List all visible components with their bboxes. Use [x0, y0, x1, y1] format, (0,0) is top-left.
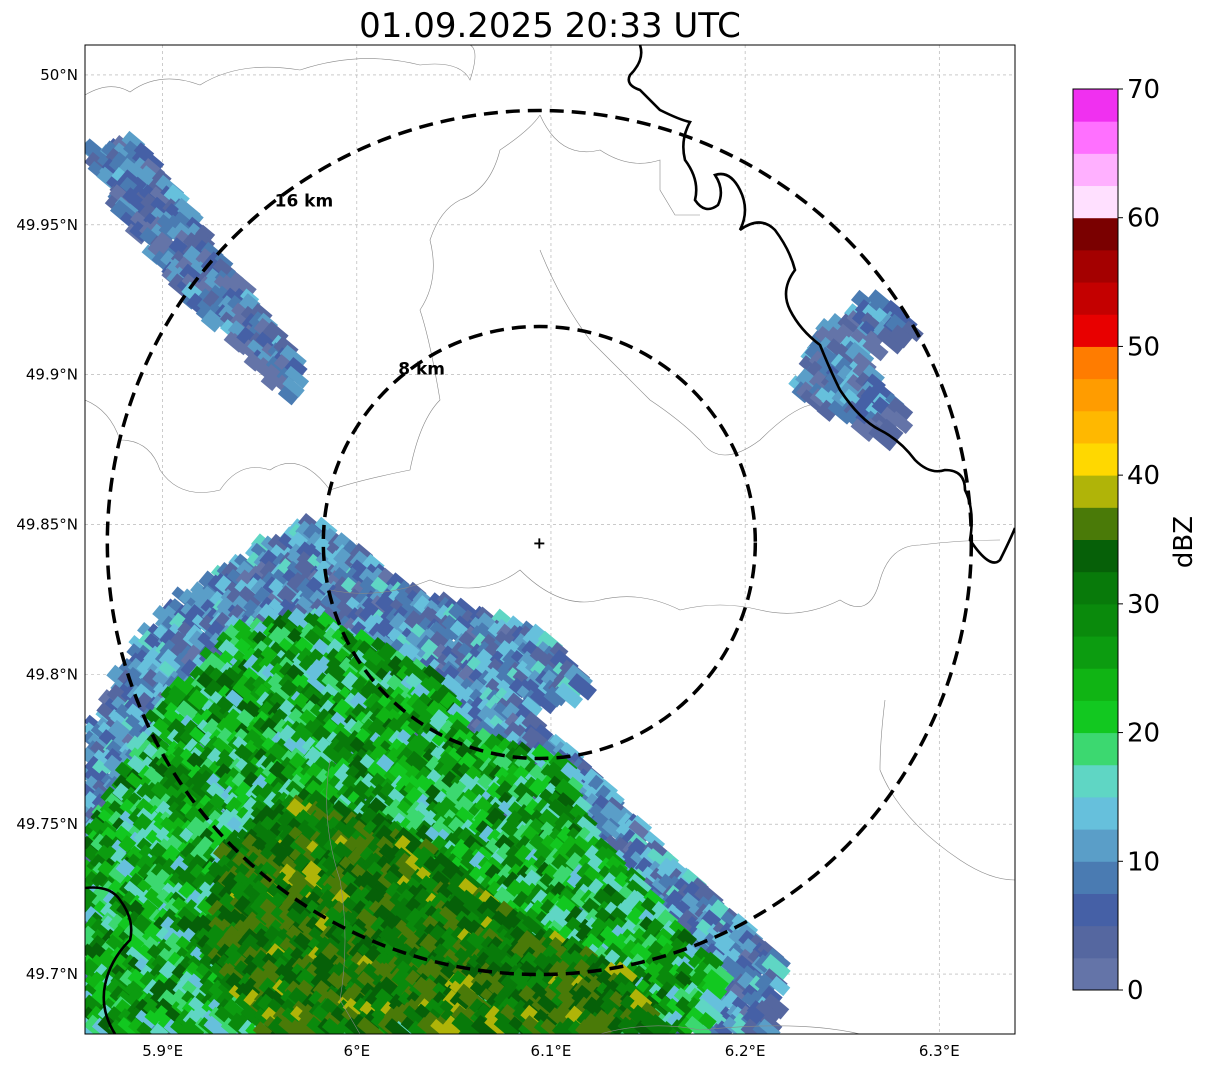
figure-title: 01.09.2025 20:33 UTC — [359, 6, 741, 46]
